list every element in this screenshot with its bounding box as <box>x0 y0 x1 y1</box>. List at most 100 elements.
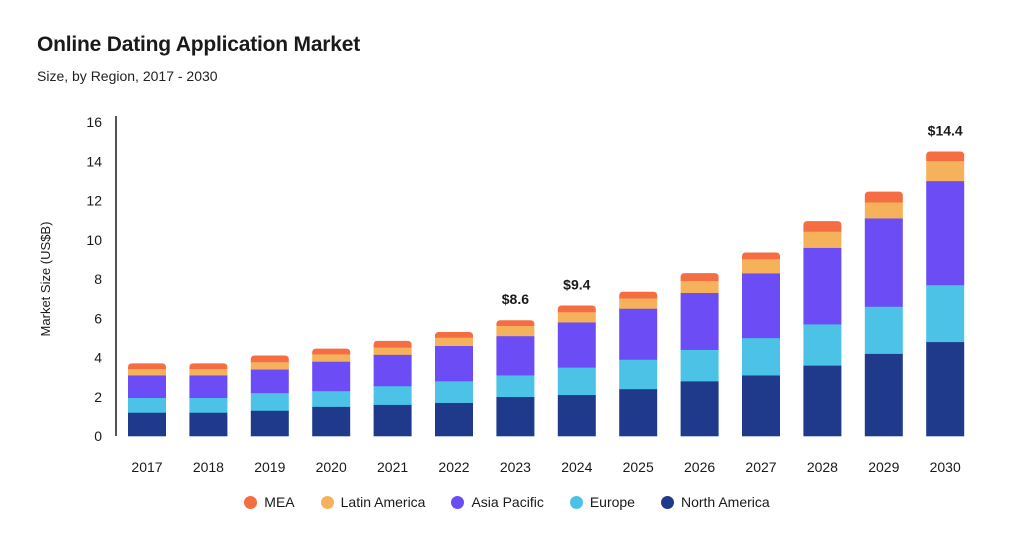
bar-segment-asia-pacific <box>619 308 658 360</box>
x-tick-label: 2022 <box>438 459 469 475</box>
x-tick-label: 2029 <box>868 459 899 475</box>
bar-segment-europe <box>803 324 842 366</box>
bar-segment-north-america <box>496 396 535 437</box>
x-tick-label: 2025 <box>623 459 654 475</box>
bar-segment-mea <box>373 340 412 348</box>
y-tick-label: 4 <box>94 350 102 366</box>
legend-swatch <box>660 495 674 509</box>
total-annotation: $14.4 <box>928 122 963 138</box>
bar-segment-europe <box>619 359 658 390</box>
legend-label: MEA <box>264 494 295 510</box>
chart-subtitle: Size, by Region, 2017 - 2030 <box>37 68 218 84</box>
bar-segment-asia-pacific <box>128 375 166 399</box>
bar-segment-asia-pacific <box>250 369 289 394</box>
bar-segment-latin-america <box>557 312 596 323</box>
total-annotation: $8.6 <box>502 291 529 307</box>
legend-swatch <box>320 495 334 509</box>
bar-segment-north-america <box>373 404 412 437</box>
chart-title: Online Dating Application Market <box>37 33 361 56</box>
x-tick-label: 2026 <box>684 459 715 475</box>
x-tick-label: 2021 <box>377 459 408 475</box>
bar-segment-latin-america <box>189 369 228 376</box>
bar-segment-north-america <box>557 394 596 437</box>
x-tick-label: 2020 <box>316 459 347 475</box>
bar-segment-mea <box>803 221 842 232</box>
bar-segment-latin-america <box>619 298 658 309</box>
bar-segment-mea <box>128 363 166 370</box>
bar-segment-asia-pacific <box>557 322 596 368</box>
bar-segment-north-america <box>680 381 719 437</box>
bar-segment-europe <box>312 390 351 407</box>
bar-segment-europe <box>128 397 166 413</box>
x-tick-label: 2024 <box>561 459 592 475</box>
y-tick-label: 0 <box>94 428 102 444</box>
bar-segment-europe <box>189 397 228 413</box>
bar-segment-asia-pacific <box>373 354 412 387</box>
bar-segment-north-america <box>864 353 903 437</box>
bar-segment-latin-america <box>803 231 842 248</box>
bar-segment-latin-america <box>312 354 351 362</box>
bar-segment-asia-pacific <box>864 218 903 307</box>
x-tick-label: 2028 <box>807 459 838 475</box>
bar-segment-latin-america <box>496 326 535 337</box>
chart-legend: MEA Latin America Asia Pacific Europe North … <box>0 494 1014 510</box>
bar-segment-europe <box>496 375 535 398</box>
bar-segment-mea <box>926 151 965 162</box>
bar-segment-latin-america <box>926 161 965 182</box>
bar-segment-mea <box>250 355 289 363</box>
bar-segment-latin-america <box>250 362 289 370</box>
total-annotation: $9.4 <box>563 276 590 292</box>
x-tick-label: 2023 <box>500 459 531 475</box>
bar-segment-north-america <box>128 412 166 437</box>
bar-segment-mea <box>496 320 535 327</box>
legend-swatch <box>451 495 465 509</box>
bar-segment-asia-pacific <box>435 345 473 382</box>
bar-segment-north-america <box>742 375 780 437</box>
x-tick-label: 2019 <box>254 459 285 475</box>
bar-segment-europe <box>864 306 903 354</box>
bar-segment-north-america <box>435 402 473 437</box>
bar-segment-europe <box>435 381 473 403</box>
bar-segment-mea <box>680 273 719 281</box>
bar-segment-mea <box>189 363 228 370</box>
bar-segment-asia-pacific <box>803 247 842 325</box>
y-tick-label: 14 <box>86 153 102 169</box>
bar-segment-mea <box>864 191 903 203</box>
y-tick-label: 6 <box>94 310 102 326</box>
legend-label: North America <box>680 494 770 510</box>
x-tick-label: 2018 <box>193 459 224 475</box>
bar-segment-asia-pacific <box>496 335 535 376</box>
bar-segment-north-america <box>250 410 289 437</box>
legend-swatch <box>244 495 258 509</box>
bar-segment-latin-america <box>742 259 780 274</box>
y-tick-label: 10 <box>86 232 102 248</box>
bar-segment-latin-america <box>864 202 903 219</box>
bar-segment-mea <box>312 348 351 355</box>
bar-segment-europe <box>742 337 780 376</box>
bar-segment-asia-pacific <box>680 292 719 350</box>
bar-segment-latin-america <box>435 337 473 347</box>
bar-segment-latin-america <box>373 347 412 355</box>
y-tick-label: 16 <box>86 114 102 130</box>
bar-segment-asia-pacific <box>312 361 351 392</box>
bar-segment-europe <box>926 284 965 343</box>
bar-segment-asia-pacific <box>926 180 965 286</box>
legend-item-europe: Europe <box>569 494 635 510</box>
legend-item-latin-america: Latin America <box>320 494 425 510</box>
x-tick-label: 2030 <box>930 459 961 475</box>
bar-segment-mea <box>435 331 473 338</box>
bar-segment-asia-pacific <box>189 375 228 399</box>
bar-segment-north-america <box>312 406 351 437</box>
legend-item-mea: MEA <box>244 494 295 510</box>
bar-segment-europe <box>250 392 289 411</box>
bar-segment-mea <box>742 252 780 260</box>
legend-label: Asia Pacific <box>471 494 544 510</box>
y-tick-label: 2 <box>94 389 102 405</box>
bar-segment-north-america <box>926 341 965 437</box>
bar-segment-mea <box>619 291 658 299</box>
y-tick-label: 12 <box>86 193 102 209</box>
bar-segment-europe <box>680 349 719 382</box>
bar-segment-mea <box>557 305 596 313</box>
legend-item-north-america: North America <box>660 494 770 510</box>
